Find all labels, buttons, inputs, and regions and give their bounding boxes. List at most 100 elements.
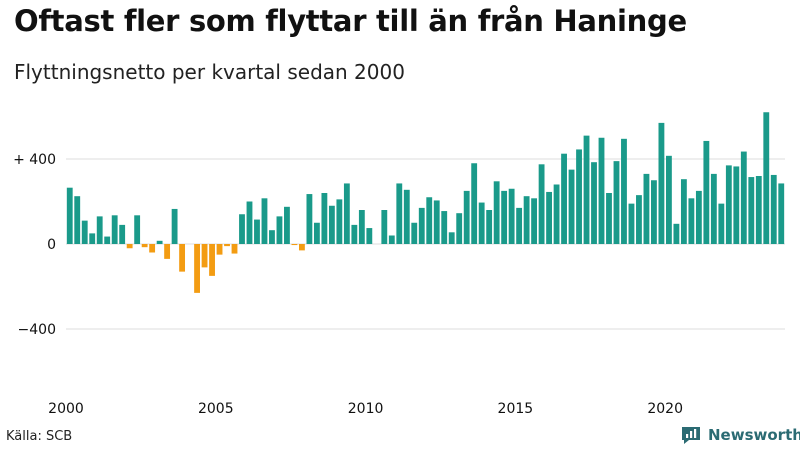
bar [441, 211, 448, 244]
bar [680, 179, 687, 244]
bar [81, 220, 88, 245]
bar [246, 201, 253, 244]
bar [306, 194, 313, 244]
bar [194, 244, 200, 293]
bar [254, 219, 260, 244]
bar [501, 190, 508, 245]
bar [119, 224, 126, 245]
brand-name: Newsworthy [708, 426, 800, 444]
bar [111, 215, 118, 244]
bar [643, 173, 650, 245]
bar [328, 205, 335, 244]
bar [628, 203, 635, 245]
bar [231, 244, 238, 254]
bar [141, 244, 148, 248]
brand-logo: Newsworthy [680, 425, 800, 445]
bar [763, 112, 770, 244]
bar [688, 198, 695, 244]
bar [546, 191, 552, 244]
bar [725, 165, 732, 245]
bar [343, 183, 350, 244]
x-tick-label: 2005 [198, 401, 234, 417]
bar [96, 216, 103, 245]
bar [358, 210, 365, 244]
bar [456, 213, 463, 244]
bar [291, 244, 298, 246]
bar [448, 232, 455, 244]
bar [396, 183, 403, 244]
bar [568, 169, 575, 245]
bar [269, 230, 275, 244]
bar [224, 244, 230, 247]
bar [66, 187, 73, 244]
bar [733, 166, 740, 244]
bar [651, 180, 657, 244]
bar [718, 203, 725, 245]
bar [471, 163, 478, 244]
bar [201, 244, 208, 268]
bar [284, 206, 290, 244]
bar [665, 155, 672, 244]
bar [321, 193, 328, 244]
newsworthy-logo-icon [682, 427, 700, 444]
bar [426, 197, 433, 244]
bar [486, 210, 493, 244]
bar [209, 244, 215, 276]
bar [351, 224, 358, 245]
bar [418, 207, 425, 245]
bar [598, 137, 605, 244]
bar [613, 161, 620, 245]
bar [778, 183, 785, 244]
bar [606, 193, 612, 244]
bar [553, 184, 560, 244]
bar [636, 195, 642, 245]
bar [621, 138, 627, 244]
bar [673, 223, 680, 244]
y-tick-label: 0 [47, 237, 56, 253]
y-tick-label: −400 [18, 322, 56, 338]
bar [239, 214, 245, 244]
bar [703, 140, 710, 244]
bar [755, 176, 762, 244]
bar [576, 149, 582, 244]
bar [478, 202, 485, 244]
x-tick-label: 2020 [647, 401, 683, 417]
bar [216, 244, 223, 255]
bar [658, 122, 665, 245]
chart-title: Oftast fler som flyttar till än från Han… [14, 4, 687, 38]
x-tick-label: 2010 [348, 401, 384, 417]
bar [523, 196, 530, 244]
bar [583, 135, 590, 245]
bar [126, 244, 133, 249]
bar [336, 199, 343, 245]
bar [261, 198, 268, 244]
bar [695, 190, 702, 245]
bar [748, 177, 755, 244]
bar [516, 207, 523, 245]
bar [463, 190, 470, 245]
x-tick-label: 2015 [498, 401, 534, 417]
bar [388, 235, 395, 244]
bar [366, 228, 373, 244]
bar [740, 151, 747, 244]
x-tick-label: 2000 [48, 401, 84, 417]
bar [561, 153, 567, 244]
bar [299, 244, 305, 251]
bar [313, 222, 320, 244]
bar [164, 244, 171, 259]
bar [149, 244, 156, 253]
bar [156, 240, 163, 244]
bar [508, 188, 515, 244]
chart-subtitle: Flyttningsnetto per kvartal sedan 2000 [14, 60, 405, 84]
bar [276, 216, 283, 245]
bar [381, 210, 388, 244]
bar [171, 208, 178, 244]
bar [134, 215, 141, 244]
bar [538, 164, 545, 244]
bar [411, 222, 418, 244]
bar [179, 244, 186, 272]
y-tick-label: + 400 [13, 152, 56, 168]
bar [531, 198, 538, 244]
bar [74, 196, 81, 244]
